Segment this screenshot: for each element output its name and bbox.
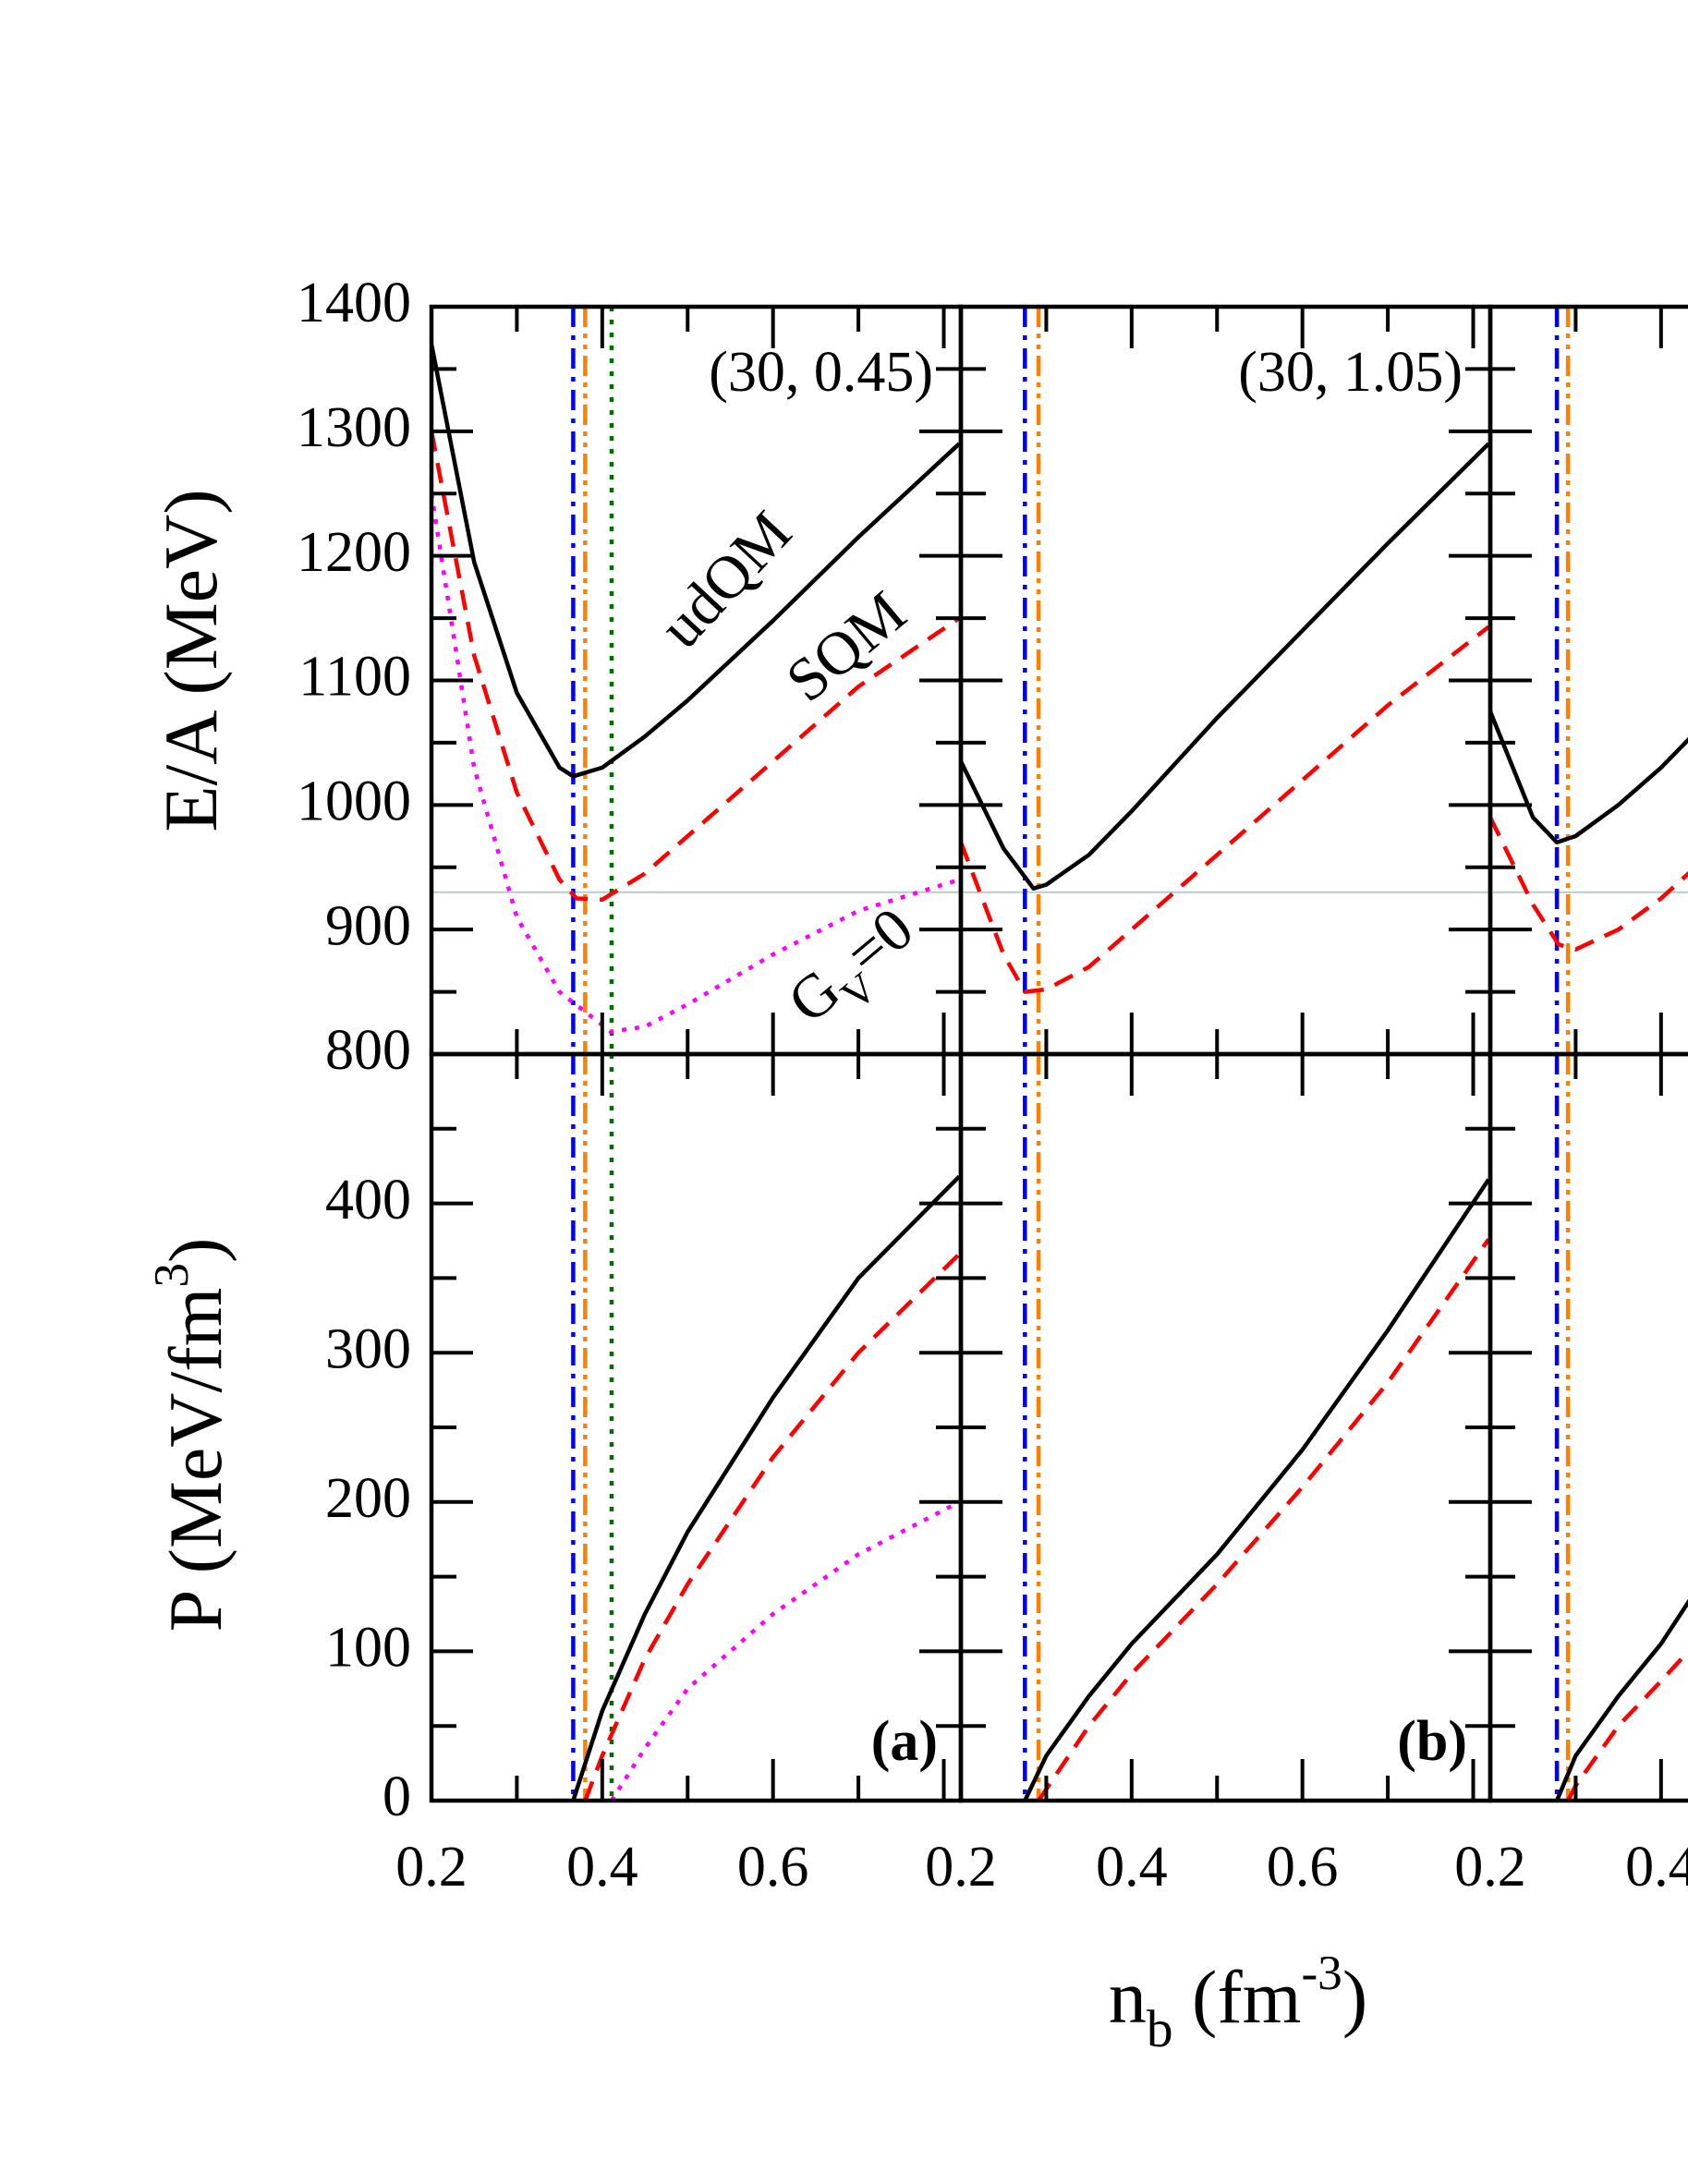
- x-tick-label: 0.2: [1454, 1836, 1526, 1899]
- x-tick-label: 0.4: [1096, 1836, 1168, 1899]
- y-tick-label: 900: [325, 894, 411, 957]
- panel: 0.2 0.4: [1454, 1051, 1688, 1899]
- x-axis-label: nb (fm-3): [1109, 1946, 1367, 2058]
- x-tick-label: 0.4: [566, 1836, 638, 1899]
- text-part: ): [153, 1238, 237, 1263]
- y-tick-label: 800: [325, 1019, 411, 1082]
- y-tick-label: 0: [383, 1765, 411, 1828]
- text-part: 3: [144, 1263, 199, 1288]
- curve: [431, 344, 961, 779]
- text-part: -3: [1301, 1946, 1342, 2000]
- curve: [1555, 1598, 1688, 1801]
- panel: 0.2 0.4 0.6 (b): [925, 1051, 1493, 1899]
- x-tick-label: 0.4: [1625, 1836, 1688, 1899]
- plot-area: [961, 307, 1490, 1054]
- plot-area: [1490, 307, 1688, 1054]
- y-axis-label: E/A (MeV): [149, 489, 233, 831]
- y-tick-label: 1400: [297, 272, 411, 334]
- x-tick-label: 0.2: [925, 1836, 997, 1899]
- y-tick-label: 1000: [297, 770, 411, 833]
- plot-area: [1023, 1054, 1490, 1801]
- curve: [1490, 710, 1688, 845]
- text-part: b: [1147, 2000, 1173, 2058]
- y-tick-label: 400: [325, 1169, 411, 1232]
- x-tick-label: 0.6: [737, 1836, 809, 1899]
- curve: [1490, 816, 1688, 952]
- text-part: ): [1342, 1955, 1367, 2039]
- y-tick-label: 1300: [297, 396, 411, 459]
- x-tick-label: 0.6: [1267, 1836, 1339, 1899]
- curve: [431, 431, 961, 903]
- panel: (30, 1.05): [958, 304, 1493, 1057]
- curve: [961, 625, 1490, 994]
- plot-area: [1554, 1054, 1688, 1801]
- curve: [571, 1174, 961, 1801]
- y-tick-label: 1200: [297, 521, 411, 584]
- curve: [1566, 1648, 1688, 1801]
- y-tick-label: 300: [325, 1317, 411, 1380]
- text-part: E/A (MeV): [149, 489, 233, 831]
- text-part: n: [1109, 1955, 1147, 2039]
- panel-label: (b): [1397, 1710, 1467, 1773]
- panel-frame: [1488, 304, 1688, 1057]
- panel-label: (30, 1.05): [1238, 341, 1463, 404]
- curve: [961, 442, 1490, 891]
- y-tick-label: 100: [325, 1617, 411, 1680]
- text-part: P (MeV/fm: [153, 1288, 237, 1632]
- panel-label: (a): [871, 1710, 938, 1773]
- text-part: (fm: [1173, 1955, 1302, 2039]
- plot-area: [431, 307, 961, 1054]
- panel: 0 100 200 300 400 0.2 0.4 0.6 (a): [325, 1051, 964, 1899]
- plot-area: [571, 1054, 961, 1801]
- y-tick-label: 200: [325, 1467, 411, 1530]
- panel-frame: [1488, 1051, 1688, 1803]
- x-tick-label: 0.2: [395, 1836, 468, 1899]
- curve: [1023, 1178, 1490, 1801]
- y-tick-label: 1100: [298, 646, 411, 709]
- curve: [583, 1252, 961, 1801]
- y-axis-label: P (MeV/fm3): [144, 1238, 237, 1632]
- panel-label: (30, 0.45): [709, 341, 933, 404]
